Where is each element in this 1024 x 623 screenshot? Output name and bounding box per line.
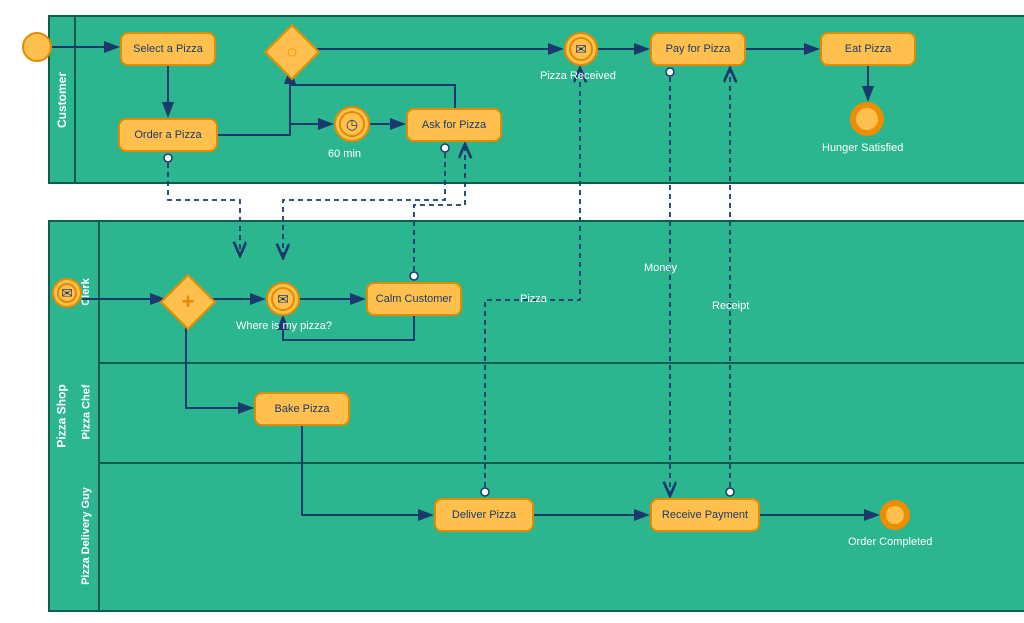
envelope-icon: ✉: [566, 34, 596, 64]
task-calm-customer: Calm Customer: [366, 282, 462, 316]
label-pizza-flow: Pizza: [520, 293, 547, 305]
envelope-icon: ✉: [54, 280, 80, 306]
task-ask-pizza: Ask for Pizza: [406, 108, 502, 142]
event-pizza-received: ✉: [564, 32, 598, 66]
lane-sep-2: [98, 462, 1024, 464]
timer-event: ◷: [334, 106, 370, 142]
pool-customer-label-text: Customer: [55, 71, 69, 127]
event-where-pizza: ✉: [266, 282, 300, 316]
clock-icon: ◷: [336, 108, 368, 140]
completed-label: Order Completed: [848, 536, 932, 548]
lane-delivery-label: Pizza Delivery Guy: [74, 462, 100, 610]
task-bake-pizza: Bake Pizza: [254, 392, 350, 426]
end-event-completed: [880, 500, 910, 530]
end-event-hunger: [850, 102, 884, 136]
pool-shop-label-text: Pizza Shop: [55, 384, 69, 447]
plus-icon: +: [170, 284, 206, 320]
label-money: Money: [644, 262, 677, 274]
message-start-shop: ✉: [52, 278, 82, 308]
pentagon-icon: ⬠: [274, 34, 310, 70]
task-pay-pizza: Pay for Pizza: [650, 32, 746, 66]
timer-label: 60 min: [328, 148, 361, 160]
hunger-label: Hunger Satisfied: [822, 142, 903, 154]
pool-shop: Pizza Shop Clerk Pizza Chef Pizza Delive…: [48, 220, 1024, 612]
task-select-pizza: Select a Pizza: [120, 32, 216, 66]
lane-sep-1: [98, 362, 1024, 364]
task-deliver-pizza: Deliver Pizza: [434, 498, 534, 532]
label-receipt: Receipt: [712, 300, 749, 312]
lane-chef-label: Pizza Chef: [74, 362, 100, 462]
where-pizza-label: Where is my pizza?: [236, 320, 332, 332]
pizza-received-label: Pizza Received: [540, 70, 616, 82]
task-order-pizza: Order a Pizza: [118, 118, 218, 152]
pool-customer-label: Customer: [50, 17, 76, 182]
bpmn-canvas: Customer Pizza Shop Clerk Pizza Chef Piz…: [10, 10, 1024, 613]
task-eat-pizza: Eat Pizza: [820, 32, 916, 66]
start-event-customer: [22, 32, 52, 62]
task-receive-payment: Receive Payment: [650, 498, 760, 532]
envelope-icon: ✉: [268, 284, 298, 314]
